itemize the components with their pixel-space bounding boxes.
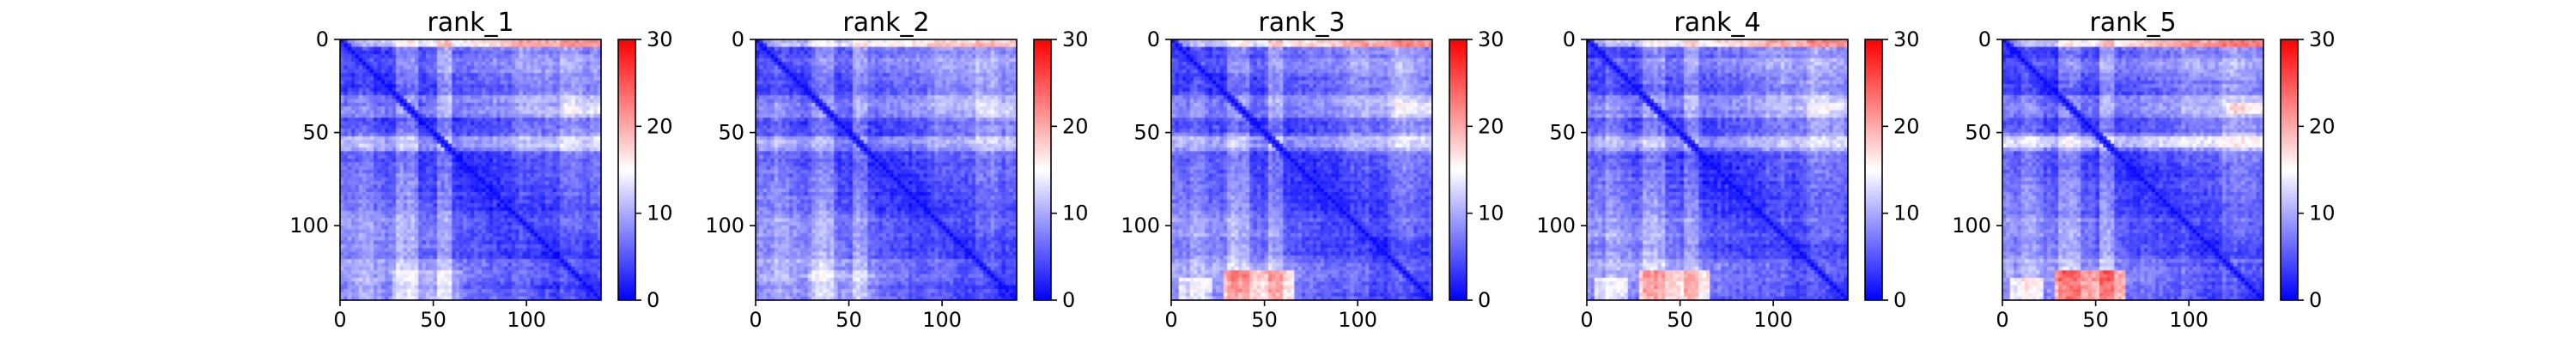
y-tick-label: 100 <box>289 214 329 238</box>
colorbar-tick-label: 0 <box>647 288 659 312</box>
colorbar-tick-label: 20 <box>1062 114 1089 138</box>
colorbar-frame <box>617 39 636 301</box>
y-tick-label: 50 <box>1965 121 1991 145</box>
x-tick-label: 100 <box>507 308 546 332</box>
colorbar-tick-label: 30 <box>2309 27 2336 51</box>
plot-frame <box>1586 39 1849 301</box>
heatmap-image <box>756 39 1017 300</box>
colorbar-tick-label: 10 <box>2309 202 2336 226</box>
colorbar-tick-label: 20 <box>1478 114 1504 138</box>
x-tick-label: 0 <box>333 308 346 332</box>
colorbar-tick-label: 0 <box>1062 288 1075 312</box>
y-tick-label: 0 <box>1978 27 1991 51</box>
colorbar-tick-label: 30 <box>1893 27 1920 51</box>
x-tick-label: 0 <box>1996 308 2008 332</box>
plot-frame <box>339 39 602 301</box>
colorbar-tick-label: 20 <box>1893 114 1920 138</box>
colorbar-frame <box>1864 39 1883 301</box>
heatmap-image <box>340 39 601 300</box>
heatmap-panel-2: rank_2 0 50 100 0 50 100 0 10 20 30 <box>705 8 1088 332</box>
y-tick-label: 0 <box>1563 27 1576 51</box>
x-tick-label: 100 <box>1338 308 1377 332</box>
colorbar-frame <box>2280 39 2299 301</box>
colorbar-tick-label: 20 <box>2309 114 2336 138</box>
colorbar-tick-label: 10 <box>1062 202 1089 226</box>
x-tick-label: 0 <box>1580 308 1593 332</box>
plot-frame <box>2002 39 2264 301</box>
x-tick-label: 50 <box>2082 308 2109 332</box>
colorbar <box>1449 39 1467 300</box>
x-tick-label: 50 <box>1667 308 1693 332</box>
panel-title: rank_4 <box>1674 8 1760 38</box>
colorbar-tick-label: 30 <box>647 27 673 51</box>
panel-title: rank_2 <box>842 8 929 38</box>
y-tick-label: 0 <box>316 27 329 51</box>
panel-title: rank_5 <box>2089 8 2176 38</box>
heatmap-image <box>1587 39 1848 300</box>
colorbar <box>2281 39 2298 300</box>
colorbar-tick-label: 10 <box>1478 202 1504 226</box>
colorbar-tick-label: 0 <box>2309 288 2322 312</box>
y-tick-label: 100 <box>1536 214 1576 238</box>
panel-title: rank_1 <box>427 8 513 38</box>
colorbar-tick-label: 0 <box>1893 288 1906 312</box>
y-tick-label: 100 <box>705 214 744 238</box>
y-tick-label: 50 <box>718 121 744 145</box>
colorbar-tick-label: 30 <box>1478 27 1504 51</box>
colorbar <box>1865 39 1882 300</box>
panel-title: rank_3 <box>1258 8 1345 38</box>
colorbar-tick-label: 30 <box>1062 27 1089 51</box>
colorbar-tick-label: 0 <box>1478 288 1491 312</box>
x-tick-label: 50 <box>835 308 862 332</box>
x-tick-label: 0 <box>749 308 762 332</box>
x-tick-label: 50 <box>1251 308 1278 332</box>
y-tick-label: 50 <box>1549 121 1576 145</box>
x-tick-label: 50 <box>420 308 447 332</box>
plot-frame <box>1170 39 1433 301</box>
heatmap-image <box>2002 39 2263 300</box>
colorbar-frame <box>1449 39 1467 301</box>
y-tick-label: 100 <box>1121 214 1160 238</box>
colorbar-tick-label: 20 <box>647 114 673 138</box>
y-tick-label: 0 <box>732 27 744 51</box>
heatmap-panel-5: rank_5 0 50 100 0 50 100 0 10 20 30 <box>1952 8 2335 332</box>
y-tick-label: 50 <box>1133 121 1160 145</box>
plot-frame <box>755 39 1018 301</box>
colorbar-tick-label: 10 <box>647 202 673 226</box>
heatmap-panel-1: rank_1 0 50 100 0 50 100 0 10 20 30 <box>289 8 672 332</box>
heatmap-image <box>1171 39 1432 300</box>
y-tick-label: 100 <box>1952 214 1991 238</box>
colorbar <box>1034 39 1051 300</box>
colorbar-frame <box>1033 39 1052 301</box>
x-tick-label: 100 <box>2169 308 2208 332</box>
colorbar <box>618 39 635 300</box>
heatmap-panel-3: rank_3 0 50 100 0 50 100 0 10 20 30 <box>1121 8 1504 332</box>
x-tick-label: 100 <box>922 308 962 332</box>
y-tick-label: 50 <box>302 121 329 145</box>
x-tick-label: 100 <box>1753 308 1793 332</box>
x-tick-label: 0 <box>1164 308 1177 332</box>
y-tick-label: 0 <box>1147 27 1160 51</box>
colorbar-tick-label: 10 <box>1893 202 1920 226</box>
heatmap-panel-4: rank_4 0 50 100 0 50 100 0 10 20 30 <box>1536 8 1919 332</box>
